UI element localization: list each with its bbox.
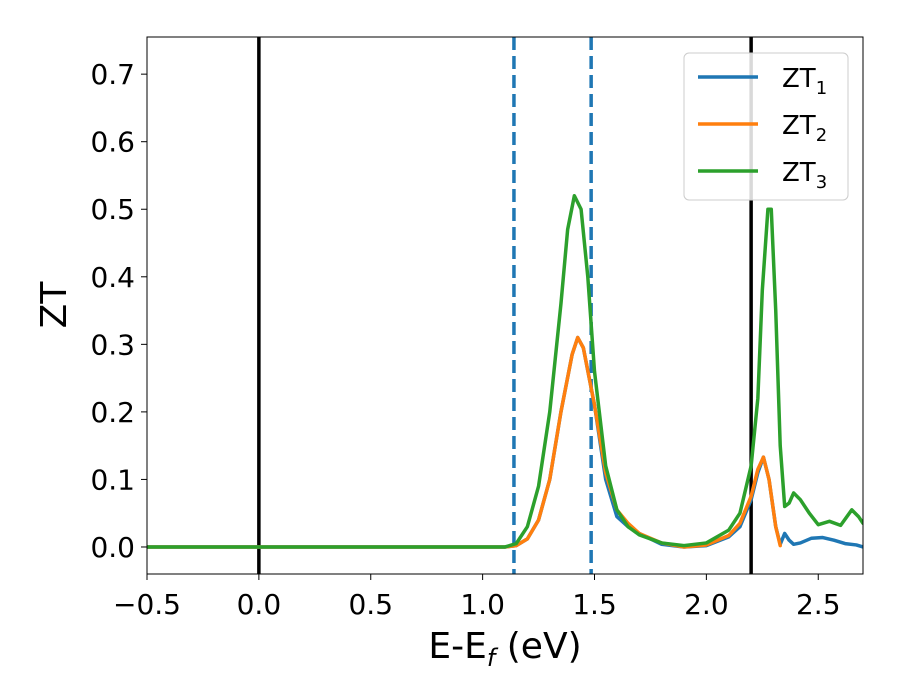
y-tick-label: 0.3 [90,328,135,361]
plot-frame [146,36,864,575]
y-tick-label: 0.6 [90,126,135,159]
y-tick-label: 0.0 [90,531,135,564]
series-line-zt3 [147,193,863,549]
y-tick-label: 0.2 [90,396,135,429]
y-axis-title: ZT [34,281,75,329]
x-axis-title: E-Ef (eV) [428,626,581,672]
x-tick-label: 0.5 [348,588,393,621]
legend-label-zt1: ZT1 [782,64,827,99]
y-tick-label: 0.1 [90,463,135,496]
legend-box [683,52,849,201]
y-axis: 0.0 0.1 0.2 0.3 0.4 0.5 0.6 0.7 [90,58,147,564]
x-axis: −0.5 0.0 0.5 1.0 1.5 2.0 2.5 [113,574,841,621]
legend-label-zt3: ZT3 [782,158,827,193]
x-tick-label: 2.0 [684,588,729,621]
y-tick-label: 0.4 [90,261,135,294]
legend-label-zt2: ZT2 [782,111,827,146]
x-tick-label: 2.5 [796,588,841,621]
x-tick-label: 0.0 [237,588,282,621]
y-tick-label: 0.7 [90,58,135,91]
y-tick-label: 0.5 [90,193,135,226]
series-layer [147,193,863,549]
x-tick-label: −0.5 [113,588,181,621]
x-tick-label: 1.0 [460,588,505,621]
legend: ZT1 ZT2 ZT3 [683,52,849,201]
x-tick-label: 1.5 [572,588,617,621]
